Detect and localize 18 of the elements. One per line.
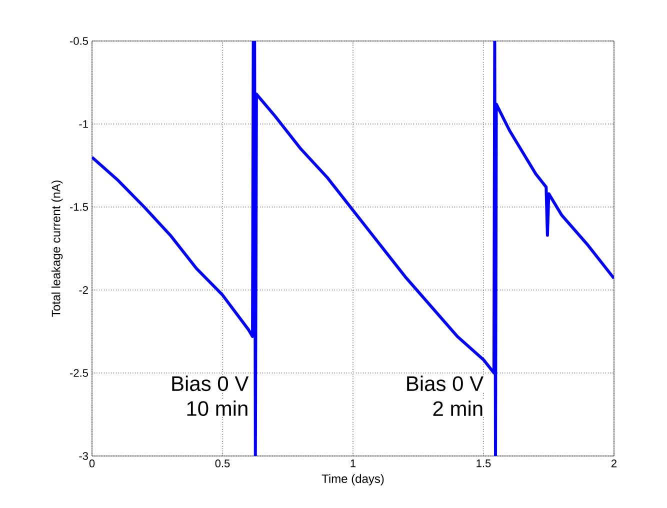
- x-tick-label: 2: [611, 460, 617, 468]
- y-axis-title: Total leakage current (nA): [51, 180, 63, 317]
- x-tick-label: 1.5: [476, 460, 491, 468]
- x-tick-label: 1: [350, 460, 356, 468]
- x-tick-label: 0: [89, 460, 95, 468]
- line-series: [92, 40, 614, 456]
- annotation: 2 min: [433, 400, 482, 416]
- y-tick-label: -1: [79, 120, 88, 128]
- y-tick-label: -0.5: [70, 37, 88, 45]
- x-axis-title: Time (days): [322, 474, 384, 486]
- y-tick-label: -2: [79, 286, 88, 294]
- y-tick-label: -2.5: [70, 369, 88, 377]
- y-tick-label: -3: [79, 452, 88, 460]
- y-tick-label: -1.5: [70, 203, 88, 211]
- annotation: Bias 0 V: [172, 376, 249, 392]
- annotation: 10 min: [187, 400, 248, 416]
- annotation: Bias 0 V: [407, 376, 484, 392]
- x-tick-label: 0.5: [215, 460, 230, 468]
